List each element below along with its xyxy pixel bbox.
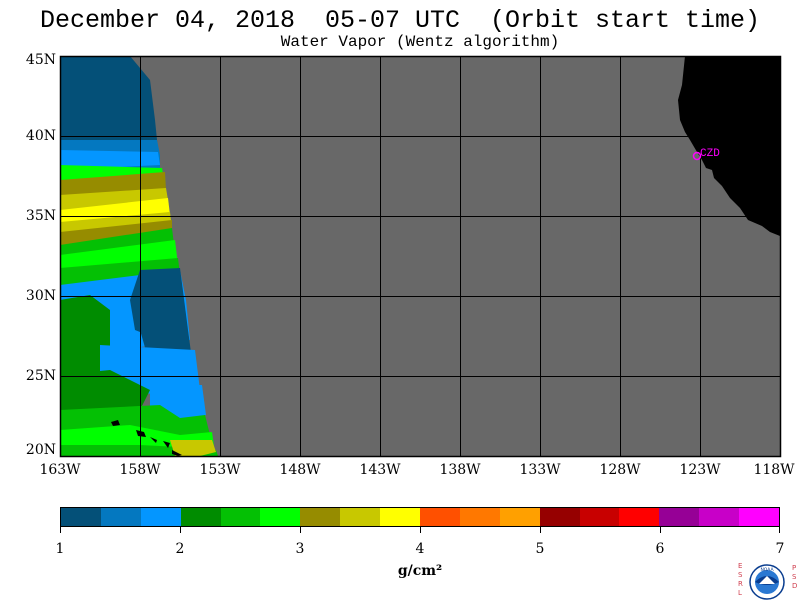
- color-scale-swatch: [659, 508, 700, 526]
- map-frame: [59, 55, 782, 458]
- color-scale-swatch: [739, 508, 780, 526]
- svg-text:P: P: [792, 564, 796, 572]
- noaa-logo: E S R L P S D NOAA: [738, 562, 797, 600]
- map-title: December 04, 2018 05-07 UTC (Orbit start…: [39, 6, 761, 35]
- color-scale-tick: [779, 527, 780, 533]
- color-scale-tick: [420, 527, 421, 533]
- north-america-land: [678, 56, 780, 236]
- color-scale-swatch: [260, 508, 301, 526]
- color-scale-label: 1: [55, 541, 65, 557]
- color-scale-units: g/cm²: [397, 563, 443, 579]
- svg-text:E: E: [738, 562, 742, 570]
- svg-text:R: R: [738, 580, 743, 588]
- color-scale-swatch: [61, 508, 101, 526]
- color-scale-swatch: [699, 508, 740, 526]
- svg-text:D: D: [792, 582, 797, 590]
- color-scale-bar: [60, 507, 780, 527]
- color-scale-swatch: [140, 508, 181, 526]
- color-scale-label: 5: [535, 541, 545, 557]
- lon-label: 163W: [39, 462, 81, 478]
- lat-label: 45N: [25, 52, 56, 68]
- color-scale-tick: [300, 527, 301, 533]
- color-scale-label: 7: [775, 541, 785, 557]
- svg-text:S: S: [738, 571, 743, 579]
- map-subtitle: Water Vapor (Wentz algorithm): [280, 33, 560, 51]
- color-scale-swatch: [100, 508, 141, 526]
- color-scale-swatch: [619, 508, 660, 526]
- color-scale-swatch: [380, 508, 421, 526]
- lon-label: 118W: [753, 462, 795, 478]
- color-scale-swatch: [459, 508, 500, 526]
- lat-label: 30N: [25, 288, 56, 304]
- lat-label: 20N: [25, 442, 56, 458]
- grid-lines: [60, 56, 780, 456]
- lat-label: 40N: [25, 128, 56, 144]
- svg-text:L: L: [738, 589, 742, 597]
- lon-label: 138W: [439, 462, 481, 478]
- lat-label: 35N: [25, 208, 56, 224]
- color-scale-label: 6: [655, 541, 665, 557]
- color-scale-label: 4: [415, 541, 425, 557]
- svg-text:NOAA: NOAA: [760, 567, 774, 573]
- lon-label: 153W: [199, 462, 241, 478]
- color-scale-swatch: [499, 508, 540, 526]
- color-scale-swatch: [420, 508, 460, 526]
- color-scale-swatch: [220, 508, 261, 526]
- water-vapor-map: CZD: [59, 55, 782, 458]
- lon-label: 158W: [119, 462, 161, 478]
- color-scale-tick: [540, 527, 541, 533]
- color-scale-swatch: [579, 508, 620, 526]
- color-scale-label: 3: [295, 541, 305, 557]
- color-scale-label: 2: [175, 541, 185, 557]
- station-label: CZD: [700, 148, 720, 160]
- lon-label: 148W: [279, 462, 321, 478]
- color-scale-tick: [180, 527, 181, 533]
- color-scale-swatch: [340, 508, 381, 526]
- color-scale-tick: [60, 527, 61, 533]
- color-scale-swatch: [180, 508, 221, 526]
- lat-label: 25N: [25, 368, 56, 384]
- svg-text:S: S: [792, 573, 797, 581]
- color-scale-swatch: [300, 508, 341, 526]
- lon-label: 123W: [679, 462, 721, 478]
- lon-label: 133W: [519, 462, 561, 478]
- color-scale-tick: [660, 527, 661, 533]
- lon-label: 128W: [599, 462, 641, 478]
- color-scale-swatch: [539, 508, 580, 526]
- lon-label: 143W: [359, 462, 401, 478]
- satellite-swath: [60, 56, 218, 456]
- station-marker: [692, 151, 702, 161]
